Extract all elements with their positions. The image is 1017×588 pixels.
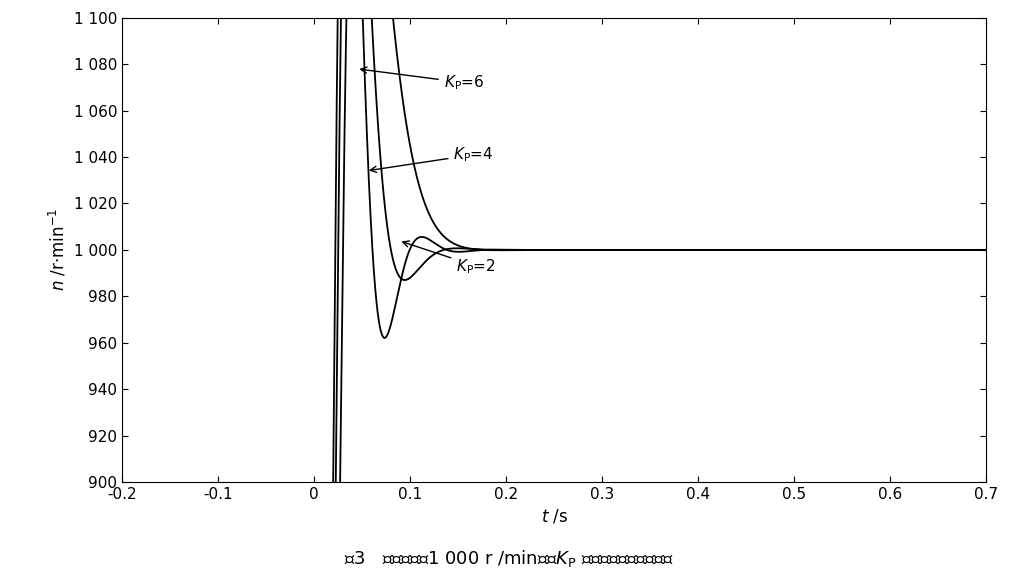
X-axis label: $t$ /s: $t$ /s (541, 507, 567, 526)
Text: $K_{\mathrm{P}}$=2: $K_{\mathrm{P}}$=2 (403, 241, 496, 276)
Y-axis label: $n$ /r$\cdot$min$^{-1}$: $n$ /r$\cdot$min$^{-1}$ (47, 208, 68, 292)
Text: 图3   给定速度为1 000 r /min时，$K_{\mathrm{P}}$ 变化时的起动性能对比: 图3 给定速度为1 000 r /min时，$K_{\mathrm{P}}$ 变… (344, 549, 673, 570)
Text: $K_{\mathrm{P}}$=4: $K_{\mathrm{P}}$=4 (370, 145, 494, 172)
Text: $K_{\mathrm{P}}$=6: $K_{\mathrm{P}}$=6 (361, 67, 484, 92)
